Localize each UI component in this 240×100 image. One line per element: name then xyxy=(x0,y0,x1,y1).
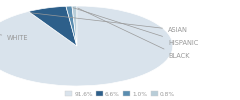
Wedge shape xyxy=(72,6,77,46)
Wedge shape xyxy=(66,6,77,46)
Text: BLACK: BLACK xyxy=(78,8,190,59)
Legend: 91.6%, 6.6%, 1.0%, 0.8%: 91.6%, 6.6%, 1.0%, 0.8% xyxy=(63,89,177,99)
Wedge shape xyxy=(29,6,77,46)
Text: ASIAN: ASIAN xyxy=(31,13,188,33)
Text: HISPANIC: HISPANIC xyxy=(73,8,198,46)
Text: WHITE: WHITE xyxy=(0,33,29,41)
Wedge shape xyxy=(0,6,173,86)
